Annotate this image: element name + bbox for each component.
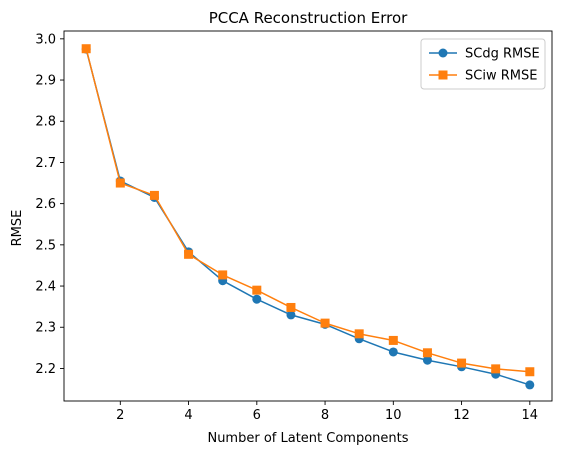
y-axis-ticks: 2.2 2.3 2.4 2.5 2.6 2.7 2.8 2.9 3.0 xyxy=(35,32,64,377)
plot-area xyxy=(63,30,553,402)
legend: SCdg RMSE SCiw RMSE xyxy=(420,38,546,90)
data-point-s1-14 xyxy=(525,380,535,390)
data-point-s2-3 xyxy=(149,190,159,200)
y-tick-label-7: 2.9 xyxy=(35,74,56,89)
x-tick-label-12: 12 xyxy=(453,408,470,423)
data-point-s2-5 xyxy=(218,270,228,280)
x-tick-label-2: 2 xyxy=(116,408,124,423)
x-tick-label-10: 10 xyxy=(385,408,402,423)
data-point-s1-10 xyxy=(388,347,398,357)
data-point-s2-2 xyxy=(115,178,125,188)
y-tick-label-3: 2.5 xyxy=(35,238,56,253)
data-point-s2-11 xyxy=(422,348,432,358)
legend-box xyxy=(420,38,546,90)
x-axis-ticks: 2 4 6 8 10 12 14 xyxy=(116,401,538,423)
y-tick-label-4: 2.6 xyxy=(35,197,56,212)
legend-label-2: SCiw RMSE xyxy=(465,69,537,84)
legend-label-1: SCdg RMSE xyxy=(465,47,540,62)
series-line-2 xyxy=(85,48,530,373)
data-point-s2-8 xyxy=(320,318,330,328)
x-tick-label-6: 6 xyxy=(253,408,261,423)
y-tick-label-5: 2.7 xyxy=(35,156,56,171)
legend-marker-2 xyxy=(438,70,448,80)
y-tick-label-8: 3.0 xyxy=(35,32,56,47)
data-point-s2-7 xyxy=(286,302,296,312)
data-point-s2-14 xyxy=(525,367,535,377)
data-point-s1-6 xyxy=(252,294,262,304)
data-point-s2-1 xyxy=(81,44,91,54)
plot-frame xyxy=(63,30,553,402)
data-point-s2-13 xyxy=(491,364,501,374)
legend-marker-1 xyxy=(438,48,448,58)
data-point-s2-10 xyxy=(388,335,398,345)
data-point-s2-6 xyxy=(252,285,262,295)
data-point-s1-7 xyxy=(286,310,296,320)
y-tick-label-2: 2.4 xyxy=(35,280,56,295)
y-tick-label-6: 2.8 xyxy=(35,115,56,130)
series-line-1 xyxy=(85,48,531,386)
x-axis-label: Number of Latent Components xyxy=(207,431,408,446)
x-tick-label-4: 4 xyxy=(184,408,192,423)
data-point-s2-9 xyxy=(354,329,364,339)
y-axis-label: RMSE xyxy=(10,210,25,247)
x-tick-label-14: 14 xyxy=(522,408,539,423)
y-tick-label-0: 2.2 xyxy=(35,362,56,377)
data-point-s2-4 xyxy=(184,249,194,259)
y-tick-label-1: 2.3 xyxy=(35,321,56,336)
x-tick-label-8: 8 xyxy=(321,408,329,423)
chart-title: PCCA Reconstruction Error xyxy=(209,9,408,27)
data-point-s1-11 xyxy=(422,355,432,365)
data-point-s2-12 xyxy=(457,358,467,368)
